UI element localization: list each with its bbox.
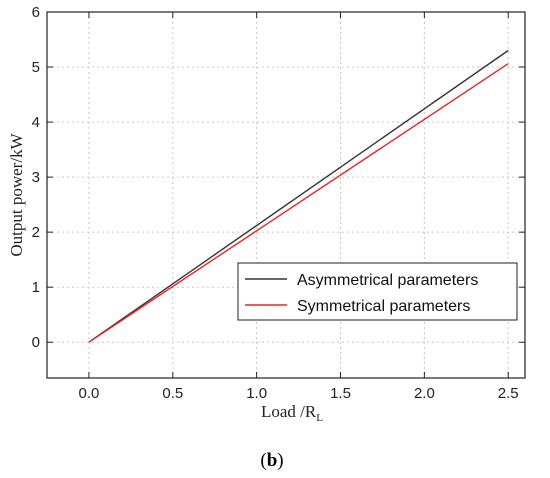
y-axis-title: Output power/kW (7, 132, 26, 256)
x-tick-label: 0.0 (79, 385, 100, 402)
legend-box (237, 262, 518, 321)
series-line-0 (88, 49, 509, 343)
y-tick-label: 6 (32, 4, 40, 21)
x-axis-title-main: Load /R (261, 402, 317, 421)
series-lines (88, 49, 509, 343)
y-tick-label: 3 (32, 169, 40, 186)
legend: Asymmetrical parameters Symmetrical para… (237, 262, 518, 321)
y-tick-label: 0 (32, 334, 40, 351)
x-tick-label: 1.0 (246, 385, 267, 402)
plot-frame (46, 11, 526, 379)
x-tick-label: 2.5 (498, 385, 519, 402)
x-axis-title-subscript: L (316, 412, 323, 424)
tick-marks (47, 11, 525, 378)
figure-caption: (b) (260, 450, 283, 471)
x-tick-label: 2.0 (414, 385, 435, 402)
legend-label-symmetrical: Symmetrical parameters (297, 298, 470, 315)
x-tick-label: 0.5 (162, 385, 183, 402)
legend-label-asymmetrical: Asymmetrical parameters (297, 272, 478, 289)
y-tick-label: 5 (32, 59, 40, 76)
y-tick-label: 2 (32, 224, 40, 241)
y-tick-label: 1 (32, 279, 40, 296)
tick-labels: 0.0 0.5 1.0 1.5 2.0 2.5 0 1 2 3 4 5 6 (32, 4, 519, 402)
x-tick-label: 1.5 (330, 385, 351, 402)
x-axis-title: Load /RL (261, 402, 323, 424)
caption-letter: b (267, 450, 278, 471)
series-line-1 (88, 63, 509, 343)
y-tick-label: 4 (32, 114, 40, 131)
